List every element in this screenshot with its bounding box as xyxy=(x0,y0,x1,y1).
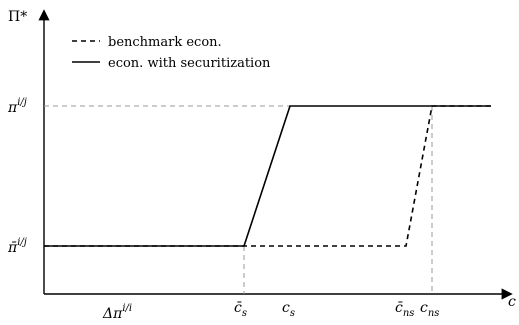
x-axis-title: c xyxy=(508,294,516,310)
x-annotation-delta-pi: Δπi/i xyxy=(102,303,132,322)
x-tick-cns: cns xyxy=(420,300,439,319)
y-axis-title: Π* xyxy=(8,9,27,25)
legend-label-securitization: econ. with securitization xyxy=(108,56,271,71)
legend: benchmark econ. econ. with securitizatio… xyxy=(72,35,271,71)
y-tick-low: π̄i/j xyxy=(7,237,27,256)
series-econ-with-securitization xyxy=(44,105,491,247)
x-tick-cs: cs xyxy=(282,300,295,319)
legend-label-benchmark: benchmark econ. xyxy=(108,35,222,50)
x-tick-cs-bar: c̄s xyxy=(234,300,247,319)
y-tick-high: πi/j xyxy=(7,97,27,116)
x-tick-cns-bar: c̄ns xyxy=(395,300,414,319)
